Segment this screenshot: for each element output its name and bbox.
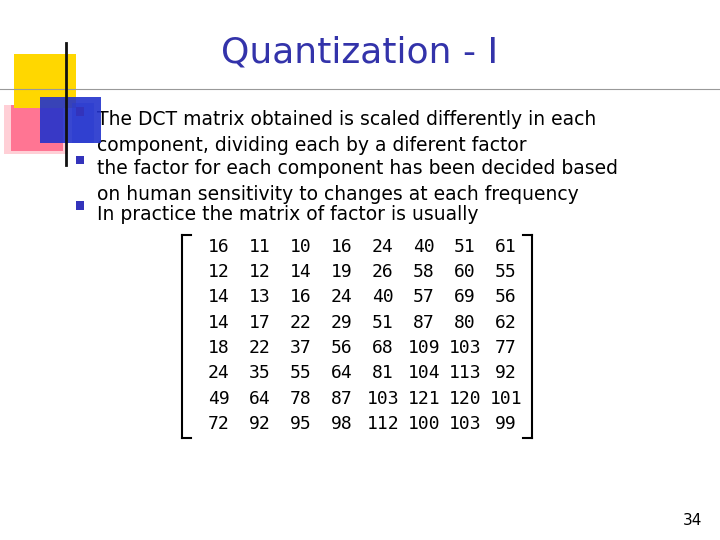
Text: 16: 16 [330, 238, 353, 255]
Text: 12: 12 [207, 263, 230, 281]
Text: Quantization - I: Quantization - I [222, 35, 498, 69]
Text: 120: 120 [449, 390, 481, 408]
Text: 113: 113 [449, 364, 481, 382]
Text: 49: 49 [207, 390, 230, 408]
Text: 14: 14 [207, 314, 230, 332]
Text: 87: 87 [330, 390, 353, 408]
Text: 77: 77 [495, 339, 517, 357]
Text: 18: 18 [207, 339, 230, 357]
Text: 92: 92 [495, 364, 517, 382]
Text: 104: 104 [408, 364, 440, 382]
Text: 40: 40 [372, 288, 394, 306]
Text: 24: 24 [207, 364, 230, 382]
Text: 64: 64 [248, 390, 271, 408]
Text: In practice the matrix of factor is usually: In practice the matrix of factor is usua… [97, 205, 479, 224]
Text: 55: 55 [495, 263, 517, 281]
Text: 13: 13 [248, 288, 271, 306]
Text: 16: 16 [289, 288, 312, 306]
Text: 37: 37 [289, 339, 312, 357]
Text: 35: 35 [248, 364, 271, 382]
Text: 68: 68 [372, 339, 394, 357]
Text: 80: 80 [454, 314, 476, 332]
Text: 34: 34 [683, 513, 702, 528]
Text: 29: 29 [330, 314, 353, 332]
Text: 100: 100 [408, 415, 440, 433]
Text: 56: 56 [495, 288, 517, 306]
Text: 22: 22 [289, 314, 312, 332]
Text: 24: 24 [372, 238, 394, 255]
Text: 51: 51 [454, 238, 476, 255]
Text: 99: 99 [495, 415, 517, 433]
Text: 16: 16 [207, 238, 230, 255]
Text: 64: 64 [330, 364, 353, 382]
Text: 11: 11 [248, 238, 271, 255]
Text: 87: 87 [413, 314, 435, 332]
Text: The DCT matrix obtained is scaled differently in each
component, dividing each b: The DCT matrix obtained is scaled differ… [97, 110, 596, 155]
Text: 98: 98 [330, 415, 353, 433]
Text: 60: 60 [454, 263, 476, 281]
Text: 103: 103 [449, 339, 481, 357]
Text: the factor for each component has been decided based
on human sensitivity to cha: the factor for each component has been d… [97, 159, 618, 204]
Text: 61: 61 [495, 238, 517, 255]
Text: 72: 72 [207, 415, 230, 433]
Text: 22: 22 [248, 339, 271, 357]
Text: 95: 95 [289, 415, 312, 433]
Text: 103: 103 [449, 415, 481, 433]
Text: 19: 19 [330, 263, 353, 281]
Text: 58: 58 [413, 263, 435, 281]
Text: 103: 103 [366, 390, 399, 408]
Text: 57: 57 [413, 288, 435, 306]
Text: 17: 17 [248, 314, 271, 332]
Text: 51: 51 [372, 314, 394, 332]
Text: 78: 78 [289, 390, 312, 408]
Text: 101: 101 [490, 390, 522, 408]
Text: 10: 10 [289, 238, 312, 255]
Text: 14: 14 [289, 263, 312, 281]
Text: 14: 14 [207, 288, 230, 306]
Text: 26: 26 [372, 263, 394, 281]
Text: 12: 12 [248, 263, 271, 281]
Text: 121: 121 [408, 390, 440, 408]
Text: 40: 40 [413, 238, 435, 255]
Text: 55: 55 [289, 364, 312, 382]
Text: 112: 112 [366, 415, 399, 433]
Text: 62: 62 [495, 314, 517, 332]
Text: 69: 69 [454, 288, 476, 306]
Text: 56: 56 [330, 339, 353, 357]
Text: 92: 92 [248, 415, 271, 433]
Text: 109: 109 [408, 339, 440, 357]
Text: 81: 81 [372, 364, 394, 382]
Text: 24: 24 [330, 288, 353, 306]
